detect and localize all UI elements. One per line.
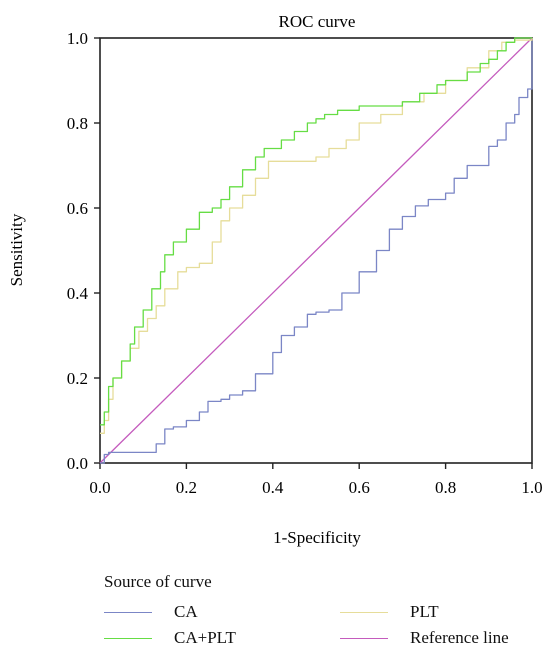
chart-title: ROC curve <box>279 12 356 31</box>
legend-label-ca: CA <box>174 602 198 621</box>
x-tick-label: 0.6 <box>349 478 370 497</box>
y-tick-label: 0.4 <box>67 284 89 303</box>
plot-area: 0.0 0.2 0.4 0.6 0.8 1.0 0.0 0.2 0.4 0.6 0.8 1.0 <box>67 29 543 497</box>
series-line-plt <box>100 38 533 434</box>
x-tick-label: 0.0 <box>89 478 110 497</box>
legend-title: Source of curve <box>104 572 212 591</box>
x-tick-label: 0.8 <box>435 478 456 497</box>
series-line-reference-line <box>99 37 533 464</box>
legend-item-plt: PLT <box>340 602 439 622</box>
series-line-ca-plt <box>100 37 532 426</box>
legend-item-ca-plt: CA+PLT <box>104 628 236 648</box>
legend-swatch-plt <box>340 611 388 613</box>
legend-item-reference-line: Reference line <box>340 628 509 648</box>
y-tick-label: 0.2 <box>67 369 88 388</box>
legend-swatch-ca-plt <box>104 637 152 639</box>
legend-item-ca: CA <box>104 602 198 622</box>
y-tick-label: 1.0 <box>67 29 88 48</box>
x-tick-label: 0.4 <box>262 478 284 497</box>
x-tick-label: 0.2 <box>176 478 197 497</box>
y-tick-label: 0.6 <box>67 199 88 218</box>
y-tick-label: 0.8 <box>67 114 88 133</box>
legend-label-reference-line: Reference line <box>410 628 509 647</box>
x-tick-label: 1.0 <box>521 478 542 497</box>
y-tick-label: 0.0 <box>67 454 88 473</box>
legend: CA PLT CA+PLT Reference line <box>104 602 524 652</box>
plot-frame <box>99 37 533 464</box>
legend-swatch-reference-line <box>340 637 388 639</box>
y-axis-label: Sensitivity <box>7 213 26 286</box>
legend-swatch-ca <box>104 611 152 613</box>
legend-label-ca-plt: CA+PLT <box>174 628 236 647</box>
legend-label-plt: PLT <box>410 602 439 621</box>
series-line-ca <box>100 38 533 464</box>
x-axis-label: 1-Specificity <box>273 528 361 547</box>
